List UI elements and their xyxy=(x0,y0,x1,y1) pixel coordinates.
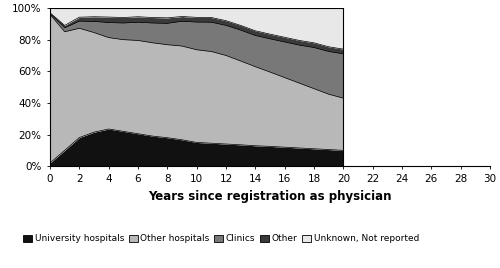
X-axis label: Years since registration as physician: Years since registration as physician xyxy=(148,190,392,203)
Legend: University hospitals, Other hospitals, Clinics, Other, Unknown, Not reported: University hospitals, Other hospitals, C… xyxy=(20,231,422,247)
